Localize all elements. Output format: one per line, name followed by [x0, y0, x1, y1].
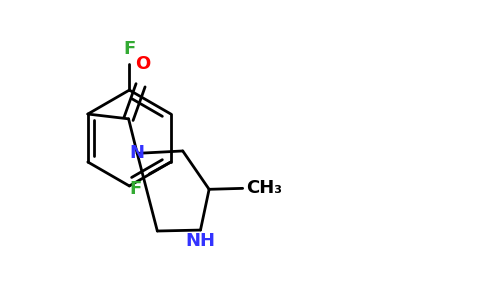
Text: F: F [130, 180, 142, 198]
Text: CH₃: CH₃ [246, 179, 283, 197]
Text: N: N [130, 144, 145, 162]
Text: F: F [123, 40, 136, 58]
Text: O: O [136, 55, 151, 73]
Text: NH: NH [185, 232, 215, 250]
